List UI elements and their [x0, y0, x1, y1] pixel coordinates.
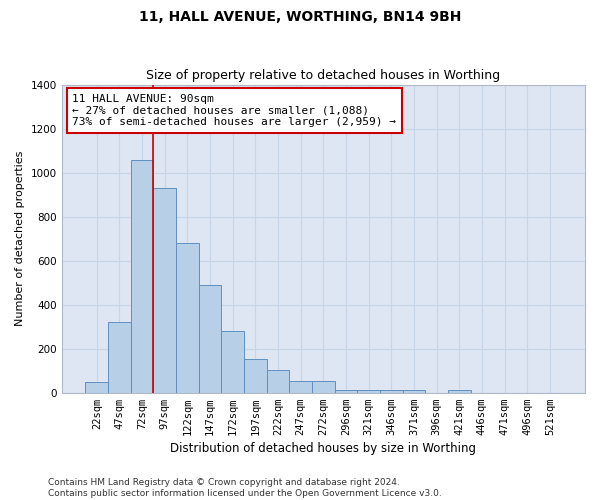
Bar [199, 285, 221, 393]
Title: Size of property relative to detached houses in Worthing: Size of property relative to detached ho… [146, 69, 500, 82]
Bar [380, 390, 403, 392]
Bar [85, 382, 108, 392]
Bar [289, 380, 312, 392]
Y-axis label: Number of detached properties: Number of detached properties [15, 151, 25, 326]
Bar [176, 243, 199, 392]
X-axis label: Distribution of detached houses by size in Worthing: Distribution of detached houses by size … [170, 442, 476, 455]
Bar [312, 380, 335, 392]
Bar [358, 390, 380, 392]
Bar [131, 160, 154, 392]
Text: Contains HM Land Registry data © Crown copyright and database right 2024.
Contai: Contains HM Land Registry data © Crown c… [48, 478, 442, 498]
Bar [244, 358, 266, 392]
Bar [448, 390, 470, 392]
Bar [154, 188, 176, 392]
Bar [266, 370, 289, 392]
Bar [108, 322, 131, 392]
Bar [221, 331, 244, 392]
Bar [335, 390, 358, 392]
Text: 11 HALL AVENUE: 90sqm
← 27% of detached houses are smaller (1,088)
73% of semi-d: 11 HALL AVENUE: 90sqm ← 27% of detached … [72, 94, 396, 127]
Bar [403, 390, 425, 392]
Text: 11, HALL AVENUE, WORTHING, BN14 9BH: 11, HALL AVENUE, WORTHING, BN14 9BH [139, 10, 461, 24]
